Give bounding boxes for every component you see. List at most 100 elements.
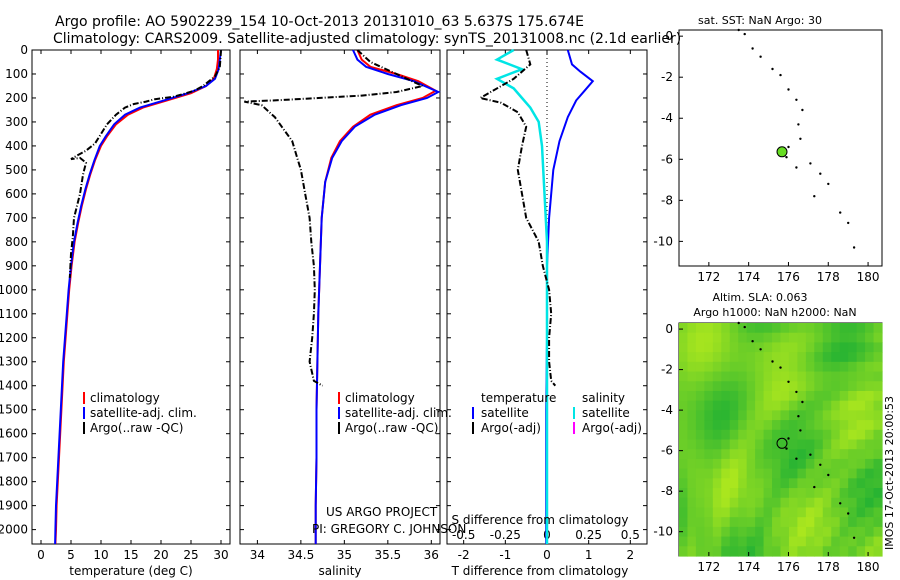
- sla-heatmap-cell: [831, 332, 841, 344]
- sla-heatmap-cell: [788, 361, 799, 373]
- sla-heatmap-cell: [772, 517, 782, 528]
- sla-heatmap-cell: [763, 526, 773, 538]
- map-y-tick-label: -6: [661, 444, 673, 458]
- x-tick-label: 30: [213, 548, 228, 562]
- sla-heatmap-cell: [729, 420, 739, 431]
- sla-heatmap-cell: [856, 507, 866, 518]
- sla-heatmap-cell: [839, 410, 849, 421]
- sla-heatmap-cell: [729, 507, 739, 518]
- map-track-point: [813, 485, 816, 489]
- sla-heatmap-cell: [873, 536, 883, 547]
- sla-heatmap-cell: [704, 352, 714, 363]
- sla-heatmap-cell: [729, 449, 739, 460]
- sla-heatmap-cell: [805, 536, 815, 547]
- sla-heatmap-cell: [822, 526, 832, 538]
- sla-heatmap-cell: [687, 371, 697, 382]
- sla-heatmap-cell: [822, 458, 832, 470]
- sla-heatmap-cell: [856, 420, 866, 431]
- sla-heatmap-cell: [822, 449, 832, 460]
- figure-title-line1: Argo profile: AO 5902239_154 10-Oct-2013…: [55, 14, 584, 30]
- sla-heatmap-cell: [704, 323, 714, 334]
- sla-heatmap-cell: [687, 323, 697, 334]
- sla-heatmap-cell: [679, 439, 689, 450]
- sla-heatmap-cell: [763, 439, 773, 450]
- x-tick-label: 34: [250, 548, 265, 562]
- sla-heatmap-cell: [814, 478, 824, 489]
- sla-heatmap-cell: [788, 342, 799, 353]
- sla-heatmap-cell: [679, 546, 689, 557]
- sla-heatmap-cell: [865, 410, 875, 421]
- map-y-tick-label: -4: [661, 403, 673, 417]
- sla-heatmap-cell: [695, 497, 705, 509]
- x2-tick-label: 0.5: [621, 528, 640, 542]
- sla-heatmap-cell: [822, 323, 832, 334]
- credit-pi: PI: GREGORY C. JOHNSON: [312, 522, 466, 536]
- sla-heatmap-cell: [839, 449, 849, 460]
- sla-heatmap-cell: [831, 323, 841, 334]
- map-track-point: [813, 195, 816, 198]
- sla-heatmap-cell: [873, 458, 883, 470]
- sla-heatmap-cell: [746, 381, 756, 392]
- sla-heatmap-cell: [746, 546, 756, 557]
- map-y-tick-label: -8: [661, 193, 673, 207]
- series-line-climatology: [54, 50, 219, 545]
- sla-heatmap-cell: [755, 390, 765, 402]
- sla-heatmap-cell: [856, 410, 866, 421]
- sla-heatmap-cell: [763, 332, 773, 344]
- sla-heatmap-cell: [788, 323, 799, 334]
- sla-heatmap-cell: [746, 361, 756, 373]
- sla-heatmap-cell: [763, 420, 773, 431]
- map-y-tick-label: 0: [665, 29, 673, 43]
- sla-heatmap-cell: [865, 390, 875, 402]
- sla-heatmap-cell: [848, 400, 858, 411]
- sla-heatmap-cell: [780, 478, 790, 489]
- sla-heatmap-cell: [721, 468, 731, 479]
- sla-heatmap-cell: [865, 488, 875, 499]
- map-track-point: [852, 246, 856, 249]
- x-tick-label: 2: [627, 548, 635, 562]
- map-track-point: [801, 108, 804, 112]
- map-y-tick-label: -4: [661, 111, 673, 125]
- sla-heatmap-cell: [848, 449, 858, 460]
- sla-heatmap-cell: [721, 371, 731, 382]
- sla-heatmap-cell: [797, 449, 807, 460]
- map-track-point: [759, 55, 762, 58]
- sla-heatmap-cell: [848, 352, 858, 363]
- sla-heatmap-cell: [831, 429, 841, 441]
- sla-heatmap-cell: [848, 381, 858, 392]
- x-tick-label: 5: [67, 548, 75, 562]
- sla-heatmap-cell: [839, 400, 849, 411]
- depth-tick-label: 1700: [0, 451, 28, 465]
- sla-heatmap-cell: [780, 429, 790, 441]
- sla-heatmap-cell: [805, 526, 815, 538]
- sla-heatmap-cell: [704, 546, 714, 557]
- sla-heatmap-cell: [729, 371, 739, 382]
- sla-heatmap-cell: [729, 526, 739, 538]
- sla-heatmap-cell: [822, 507, 832, 518]
- series-line-climatology: [314, 49, 438, 544]
- sla-heatmap-cell: [772, 478, 782, 489]
- sla-heatmap-cell: [704, 371, 714, 382]
- sla-heatmap-cell: [687, 468, 697, 479]
- sla-heatmap-cell: [788, 381, 799, 392]
- sla-heatmap-cell: [822, 536, 832, 547]
- sla-heatmap-cell: [805, 361, 815, 373]
- sla-heatmap-cell: [839, 478, 849, 489]
- sla-heatmap-cell: [738, 468, 748, 479]
- sla-heatmap-cell: [772, 390, 782, 402]
- sla-heatmap-cell: [772, 458, 782, 470]
- map-track-point: [787, 88, 790, 91]
- map-track-point: [771, 360, 774, 363]
- sla-heatmap-cell: [746, 458, 756, 470]
- sla-heatmap-cell: [856, 361, 866, 373]
- sla-heatmap-cell: [679, 468, 689, 479]
- sla-heatmap-cell: [695, 420, 705, 431]
- sla-heatmap-cell: [772, 381, 782, 392]
- legend-label-argo: Argo(..raw -QC): [90, 421, 183, 435]
- sla-heatmap-cell: [755, 536, 765, 547]
- sla-heatmap-cell: [712, 410, 722, 421]
- map-track-point: [743, 32, 746, 36]
- sla-heatmap-cell: [856, 458, 866, 470]
- credit-project: US ARGO PROJECT: [326, 505, 438, 519]
- legend-label-t-satellite: satellite: [481, 406, 529, 420]
